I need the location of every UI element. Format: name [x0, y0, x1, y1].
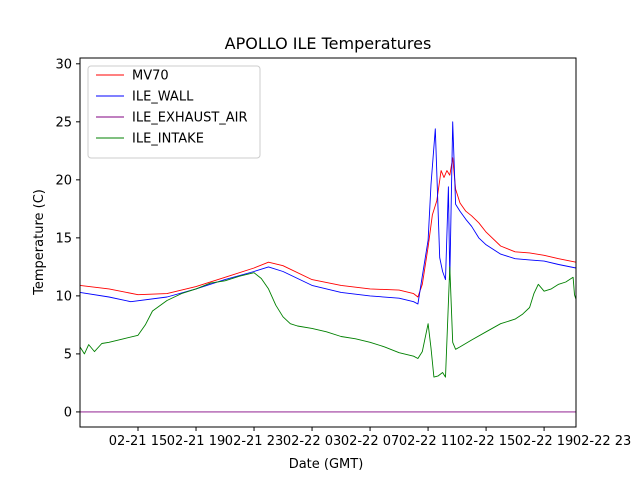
y-tick-label: 15 [55, 231, 72, 246]
y-tick-label: 30 [55, 57, 72, 72]
series-line-ile-wall [80, 121, 576, 305]
y-axis-label: Temperature (C) [32, 189, 47, 296]
y-tick-label: 25 [55, 115, 72, 130]
series-line-mv70 [80, 157, 576, 298]
y-axis: 0 5 10 15 20 25 30 [55, 57, 80, 420]
x-tick-label: 02-21 19 [167, 434, 225, 449]
x-tick-label: 02-21 23 [225, 434, 283, 449]
legend-label: ILE_INTAKE [132, 132, 204, 147]
x-tick-label: 02-22 11 [399, 434, 457, 449]
x-axis-label: Date (GMT) [289, 457, 364, 472]
x-axis: 02-21 15 02-21 19 02-21 23 02-22 03 02-22 07… [109, 427, 631, 449]
chart-title: APOLLO ILE Temperatures [225, 34, 432, 53]
x-tick-label: 02-22 19 [515, 434, 573, 449]
legend-box [87, 65, 261, 159]
x-tick-label: 02-22 03 [283, 434, 341, 449]
plot-frame [79, 57, 577, 428]
legend-label: ILE_EXHAUST_AIR [132, 111, 248, 126]
legend-label: ILE_WALL [132, 90, 194, 105]
x-tick-label: 02-21 15 [109, 434, 167, 449]
series-line-ile-intake [80, 266, 576, 378]
y-tick-label: 5 [64, 347, 72, 362]
x-tick-label: 02-22 07 [341, 434, 399, 449]
x-tick-label: 02-22 23 [573, 434, 631, 449]
legend: MV70 ILE_WALL ILE_EXHAUST_AIR ILE_INTAKE [87, 65, 261, 159]
plot-area [79, 57, 577, 428]
y-tick-label: 20 [55, 173, 72, 188]
legend-label: MV70 [132, 69, 169, 84]
series-lines [80, 121, 576, 413]
x-tick-label: 02-22 15 [457, 434, 515, 449]
y-tick-label: 10 [55, 289, 72, 304]
y-tick-label: 0 [64, 405, 72, 420]
